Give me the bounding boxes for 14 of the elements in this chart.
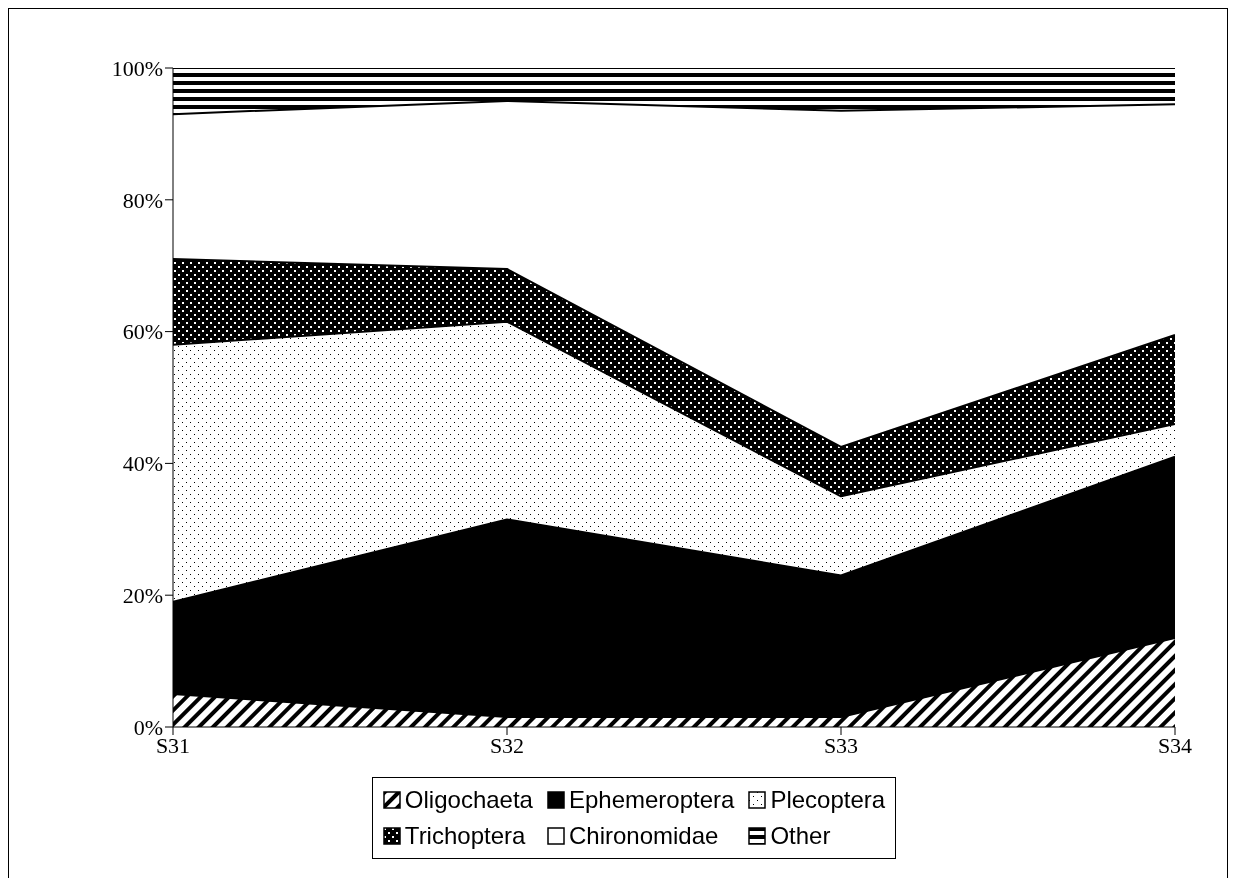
legend-label: Plecoptera: [770, 786, 886, 814]
legend-label: Trichoptera: [404, 822, 526, 850]
legend-label: Chironomidae: [568, 822, 719, 850]
x-tick-label: S32: [489, 732, 525, 758]
y-tick-label: 60%: [122, 319, 163, 345]
legend-label: Oligochaeta: [404, 786, 533, 814]
x-tick-label: S34: [1157, 732, 1193, 758]
legend-label: Ephemeroptera: [568, 786, 735, 814]
x-tick-label: S33: [823, 732, 859, 758]
y-tick-label: 20%: [122, 583, 163, 609]
legend-label: Other: [770, 822, 831, 850]
y-tick-label: 80%: [122, 187, 163, 213]
y-tick-label: 40%: [122, 451, 163, 477]
y-tick-label: 100%: [111, 55, 163, 81]
